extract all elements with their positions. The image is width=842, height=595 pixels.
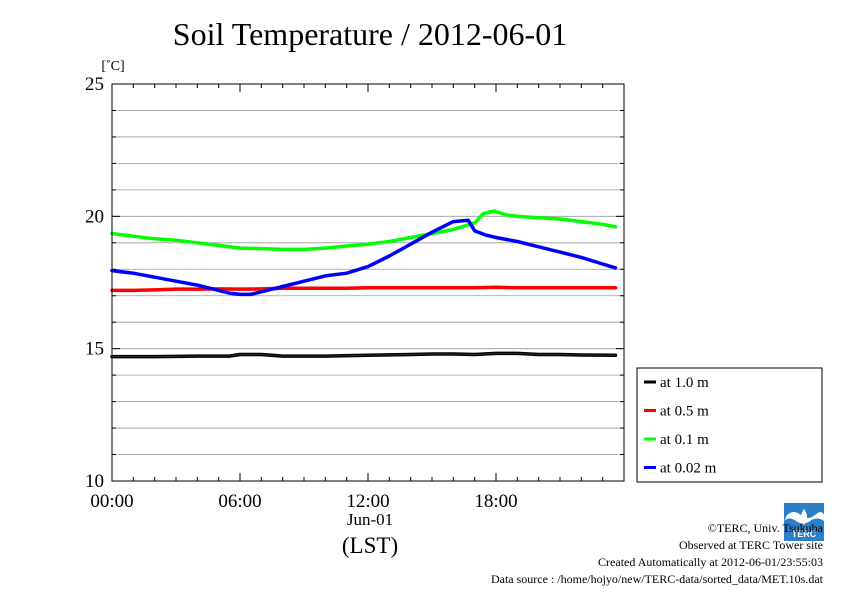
plot-frame [111,83,625,482]
x-date-label: Jun-01 [347,510,393,529]
series-line-core [111,210,616,250]
footer-observed: Observed at TERC Tower site [679,538,823,552]
chart-title: Soil Temperature / 2012-06-01 [173,16,567,52]
logo-text: TERC [792,529,817,539]
terc-logo: TERC [784,503,824,541]
footer-created: Created Automatically at 2012-06-01/23:5… [598,555,823,569]
grid-lines [112,110,624,455]
series-lines [110,209,618,359]
footer-data-source: Data source : /home/hojyo/new/TERC-data/… [491,572,824,586]
x-tick-label: 12:00 [346,491,389,512]
legend-label: at 0.5 m [660,404,709,420]
series-line [110,209,618,252]
legend: at 1.0 m at 0.5 m at 0.1 m at 0.02 m [636,367,823,483]
y-tick-label: 20 [85,206,104,227]
legend-box [636,367,823,483]
x-tick-label: 18:00 [474,491,517,512]
y-tick-labels: 10 15 20 25 [85,74,104,492]
y-axis-unit-label: [˚C] [101,59,124,74]
x-axis-label: (LST) [342,533,398,558]
y-tick-label: 25 [85,74,104,95]
x-tick-labels: 00:00 06:00 12:00 18:00 [90,491,517,512]
x-tick-label: 06:00 [218,491,261,512]
series-line-core [112,352,616,358]
series-line-core [112,286,616,291]
legend-label: at 1.0 m [660,375,709,391]
footer-copyright: ©TERC, Univ. Tsukuba [708,521,824,535]
y-tick-label: 15 [85,339,104,360]
x-tick-label: 00:00 [90,491,133,512]
legend-label: at 0.1 m [660,432,709,448]
legend-label: at 0.02 m [660,461,717,477]
series-line-core [111,219,616,295]
y-tick-label: 10 [85,471,104,492]
